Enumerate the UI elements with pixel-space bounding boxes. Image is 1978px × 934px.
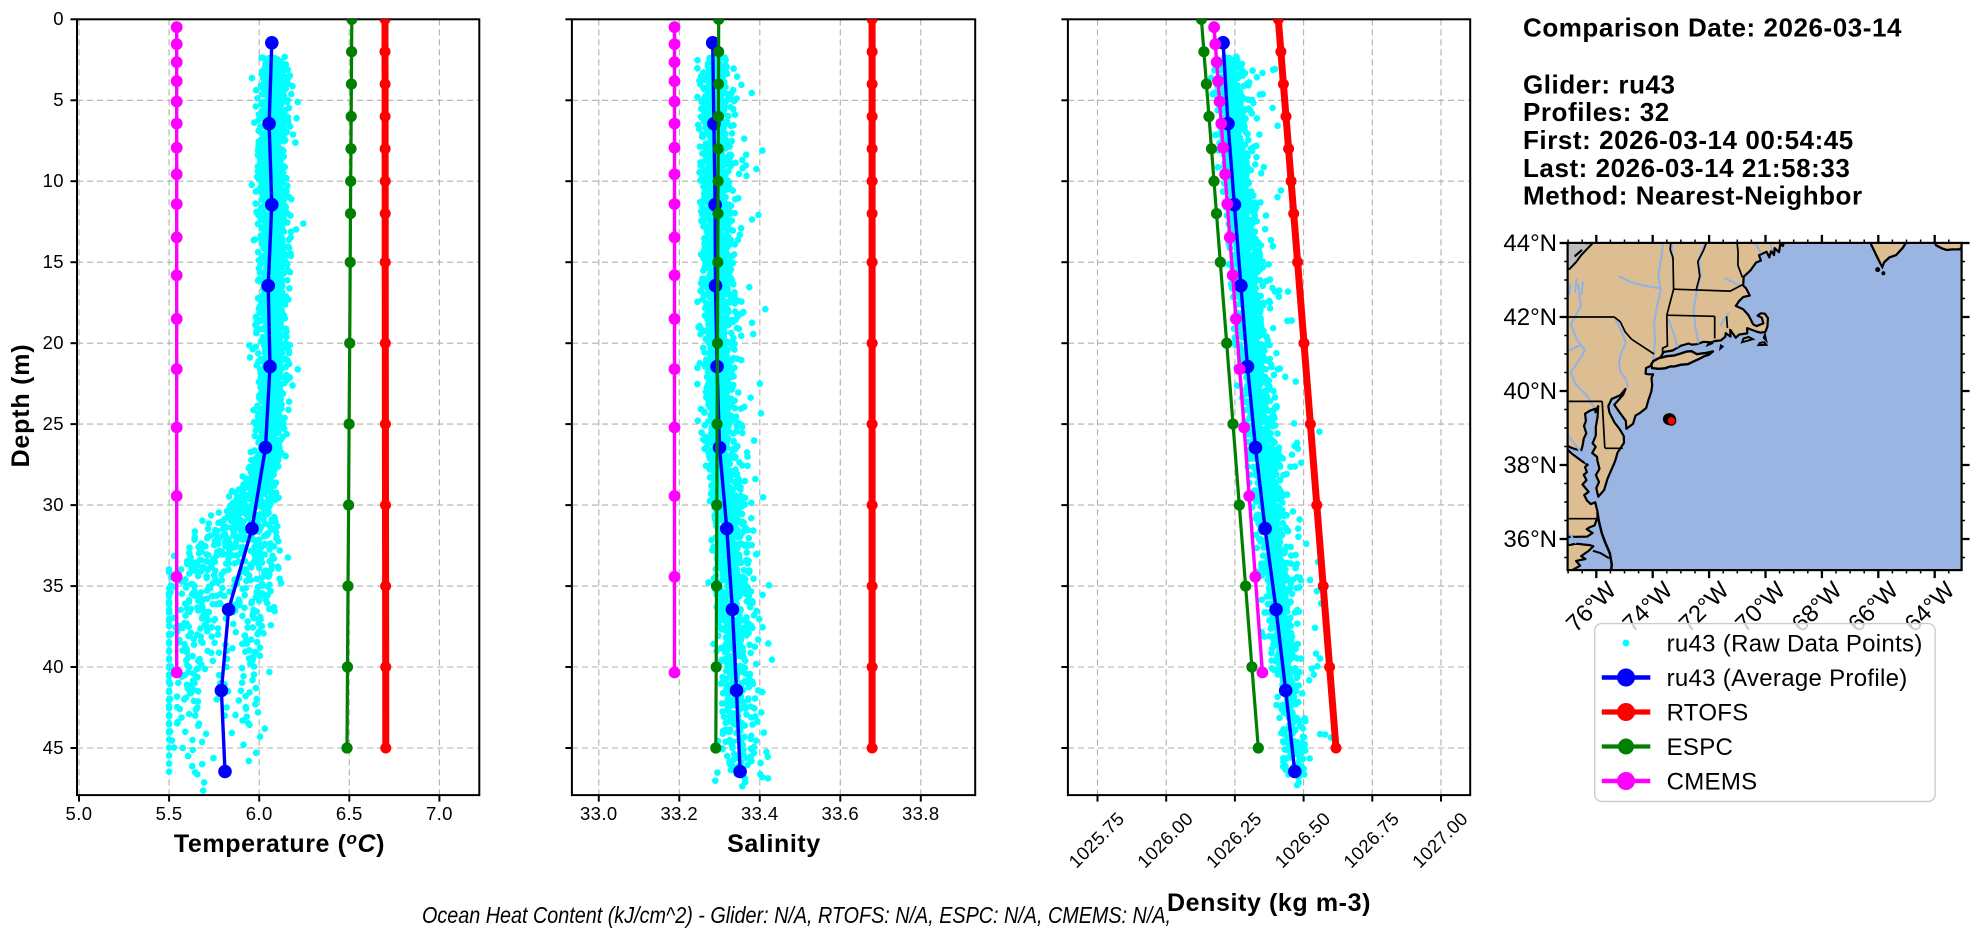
svg-text:40°N: 40°N (1503, 378, 1557, 405)
svg-text:25: 25 (43, 413, 64, 434)
svg-text:38°N: 38°N (1503, 452, 1557, 479)
svg-text:0: 0 (53, 8, 64, 29)
svg-text:33.0: 33.0 (580, 803, 618, 824)
svg-text:36°N: 36°N (1503, 526, 1557, 553)
svg-text:Density (kg m-3): Density (kg m-3) (1167, 889, 1371, 917)
svg-text:Comparison Date: 2026-03-14: Comparison Date: 2026-03-14 (1523, 13, 1902, 43)
svg-text:15: 15 (43, 251, 64, 272)
svg-text:CMEMS: CMEMS (1667, 769, 1758, 796)
svg-text:6.0: 6.0 (246, 803, 273, 824)
svg-text:Temperature (oC): Temperature (oC) (174, 829, 385, 858)
svg-text:5.5: 5.5 (156, 803, 183, 824)
svg-text:Glider: ru43: Glider: ru43 (1523, 69, 1676, 99)
svg-text:Ocean Heat Content (kJ/cm^2) -: Ocean Heat Content (kJ/cm^2) - Glider: N… (422, 902, 1171, 928)
svg-text:6.5: 6.5 (336, 803, 363, 824)
svg-text:20: 20 (43, 332, 64, 353)
svg-text:33.6: 33.6 (821, 803, 859, 824)
svg-text:ru43 (Raw Data Points): ru43 (Raw Data Points) (1667, 631, 1923, 658)
svg-text:Method: Nearest-Neighbor: Method: Nearest-Neighbor (1523, 181, 1863, 211)
svg-text:ESPC: ESPC (1667, 734, 1734, 761)
svg-text:35: 35 (43, 575, 64, 596)
svg-text:Last: 2026-03-14 21:58:33: Last: 2026-03-14 21:58:33 (1523, 153, 1850, 183)
svg-text:30: 30 (43, 494, 64, 515)
svg-text:5.0: 5.0 (66, 803, 93, 824)
svg-text:5: 5 (53, 89, 64, 110)
svg-text:40: 40 (43, 656, 64, 677)
svg-text:33.4: 33.4 (741, 803, 779, 824)
svg-text:45: 45 (43, 737, 64, 758)
svg-text:33.2: 33.2 (660, 803, 698, 824)
svg-text:First: 2026-03-14 00:54:45: First: 2026-03-14 00:54:45 (1523, 125, 1854, 155)
svg-text:44°N: 44°N (1503, 230, 1557, 257)
svg-text:33.8: 33.8 (902, 803, 940, 824)
svg-text:Salinity: Salinity (727, 830, 821, 858)
svg-text:RTOFS: RTOFS (1667, 700, 1749, 727)
svg-text:Depth (m): Depth (m) (7, 344, 35, 468)
svg-text:ru43 (Average Profile): ru43 (Average Profile) (1667, 665, 1908, 692)
svg-text:Profiles: 32: Profiles: 32 (1523, 97, 1670, 127)
svg-text:10: 10 (43, 170, 64, 191)
svg-text:42°N: 42°N (1503, 304, 1557, 331)
svg-text:7.0: 7.0 (426, 803, 453, 824)
